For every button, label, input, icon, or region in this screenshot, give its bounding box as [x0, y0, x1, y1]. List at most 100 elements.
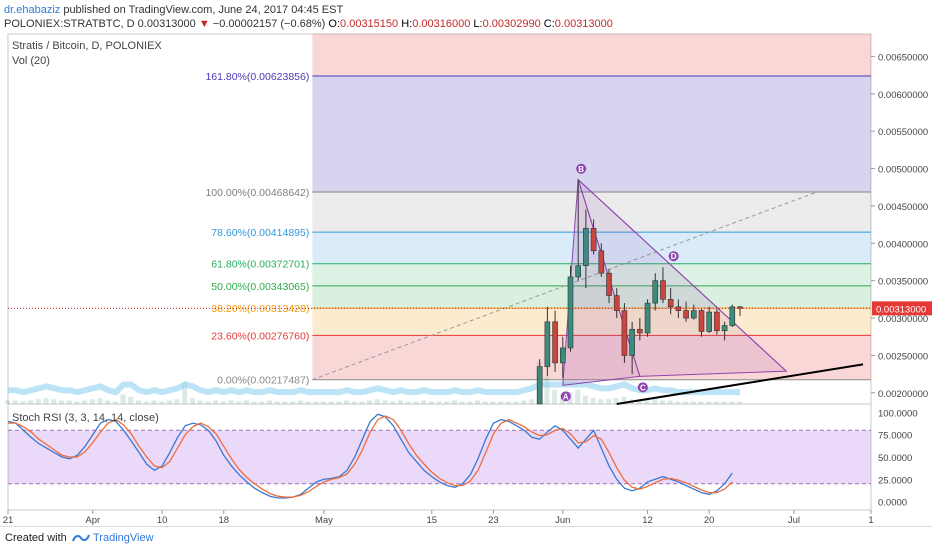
volume-bar [51, 399, 57, 404]
time-axis-label: 1 [868, 515, 873, 526]
price-change: −0.00002157 (−0.68%) [212, 18, 326, 30]
high-label: H: [401, 18, 413, 30]
volume-bar [112, 401, 118, 404]
candle-body [690, 310, 697, 319]
stoch-line-d [8, 415, 733, 498]
last-price: 0.00313000 [137, 18, 196, 30]
stoch-axis-label: 100.0000 [878, 408, 918, 419]
fib-zone [312, 308, 872, 336]
candle-body [629, 328, 635, 356]
candle-body [598, 250, 605, 274]
candle-body [613, 295, 620, 311]
volume-bar [382, 400, 388, 404]
candle-body [567, 276, 574, 349]
volume-bar [105, 400, 111, 404]
time-axis-label: 12 [642, 515, 653, 526]
time-axis-label: May [315, 515, 333, 526]
low-value: 0.00302990 [482, 18, 541, 30]
pattern-point-marker [637, 382, 648, 393]
price-axis-label: 0.00500000 [878, 165, 928, 176]
fib-zone [312, 285, 872, 309]
down-arrow-icon: ▼ [198, 18, 210, 30]
time-axis-label: 10 [157, 515, 168, 526]
candle-body [583, 228, 589, 267]
fib-zone [312, 335, 872, 380]
volume-bar [729, 401, 735, 404]
volume-bar [575, 389, 581, 404]
price-axis-label: 0.00400000 [878, 239, 928, 250]
price-axis-label: 0.00650000 [878, 52, 928, 63]
volume-bar [58, 400, 64, 404]
volume-bar [444, 401, 450, 404]
volume-bar [259, 401, 265, 404]
volume-bar [43, 398, 49, 404]
author-link[interactable]: dr.ehabaziz [4, 4, 61, 16]
volume-bar [12, 400, 18, 404]
chart-title: Stratis / Bitcoin, D, POLONIEX [12, 40, 162, 52]
candle-body [660, 280, 666, 300]
volume-bar [428, 401, 434, 404]
volume-bar [290, 401, 296, 404]
stoch-band [8, 430, 871, 484]
candle-body [644, 302, 651, 334]
fib-zone [312, 34, 872, 76]
volume-bar [667, 400, 673, 404]
volume-bar [421, 400, 427, 404]
volume-bar [236, 401, 242, 404]
volume-bar [528, 399, 534, 404]
pattern-point-marker [668, 251, 679, 262]
volume-bar [135, 400, 141, 404]
fib-level-label: 0.00%(0.00217487) [217, 375, 309, 387]
pattern-point-label: D [671, 252, 677, 261]
fib-level-label: 23.60%(0.00276760) [211, 330, 309, 342]
volume-bar [683, 401, 689, 404]
volume-bar [544, 377, 550, 404]
volume-bar [143, 401, 149, 404]
volume-bar [28, 400, 34, 404]
volume-bar [505, 401, 511, 404]
price-axis-label: 0.00250000 [878, 351, 928, 362]
volume-bar [644, 400, 650, 404]
open-label: O: [328, 18, 341, 30]
fib-zone [312, 75, 872, 192]
low-label: L: [473, 18, 483, 30]
volume-bar [436, 401, 442, 404]
price-axis-label: 0.00450000 [878, 202, 928, 213]
candle-body [652, 280, 659, 304]
last-price-tag [872, 301, 932, 316]
volume-bar [521, 400, 527, 404]
chart-canvas[interactable]: 0.00%(0.00217487) 23.60%(0.00276760) 38.20… [0, 0, 932, 526]
stoch-axis-label: 75.0000 [878, 431, 912, 442]
volume-bar [182, 382, 188, 404]
candle-body [714, 311, 720, 332]
tradingview-brand-link[interactable]: TradingView [93, 532, 154, 544]
close-value: 0.00313000 [554, 18, 613, 30]
time-axis-label: Apr [85, 515, 100, 526]
candle-body [590, 228, 597, 252]
stoch-axis-label: 50.0000 [878, 453, 912, 464]
volume-bar [413, 401, 419, 404]
candle-body [559, 347, 566, 364]
volume-bar [213, 400, 219, 404]
fib-zone [312, 263, 872, 286]
volume-bar [706, 401, 712, 404]
candle-body [544, 321, 551, 367]
volume-bar [20, 401, 26, 404]
footer: Created with TradingView [0, 526, 932, 551]
fib-level-label: 161.80%(0.00623856) [205, 71, 309, 83]
volume-bar [166, 400, 172, 404]
candle-body [683, 310, 689, 319]
volume-bar [613, 398, 619, 404]
volume-bar [266, 400, 272, 404]
published-text: published on TradingView.com, June 24, 2… [60, 4, 344, 16]
volume-bar [367, 400, 373, 404]
price-axis-label: 0.00550000 [878, 127, 928, 138]
volume-bar [282, 401, 288, 404]
volume-bar [467, 401, 473, 404]
volume-bar [552, 389, 558, 404]
volume-bar [675, 401, 681, 404]
volume-bar [174, 399, 180, 404]
volume-bar [97, 398, 103, 404]
volume-bar [405, 401, 411, 404]
stoch-line-k [7, 413, 733, 499]
